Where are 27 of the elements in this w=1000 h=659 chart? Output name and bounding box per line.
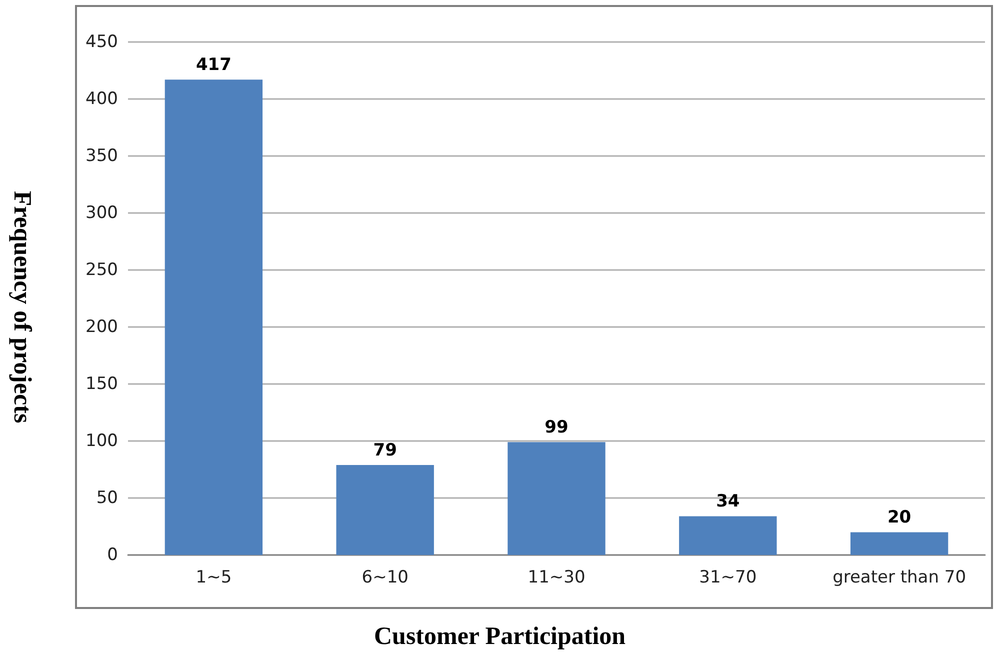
y-tick-label: 50 [96, 488, 118, 508]
bar [850, 532, 948, 555]
x-tick-label: 6~10 [362, 568, 408, 588]
x-tick-label: 11~30 [528, 568, 586, 588]
y-tick-label: 450 [86, 32, 118, 52]
y-tick-label: 0 [107, 545, 118, 565]
y-tick-label: 100 [86, 431, 118, 451]
data-label: 20 [887, 508, 912, 528]
y-tick-label: 400 [86, 89, 118, 109]
bar [164, 80, 263, 555]
data-label: 34 [716, 492, 740, 512]
x-tick-label: greater than 70 [832, 568, 966, 588]
y-tick-label: 300 [86, 203, 118, 223]
bar [336, 464, 434, 555]
y-axis-title: Frequency of projects [8, 190, 36, 424]
y-tick-label: 250 [86, 260, 118, 280]
y-tick-label: 350 [86, 146, 118, 166]
data-label: 99 [544, 418, 568, 438]
y-tick-label: 150 [86, 374, 118, 394]
x-tick-label: 1~5 [196, 568, 232, 588]
bar [508, 442, 606, 555]
x-axis-title: Customer Participation [374, 623, 626, 650]
y-tick-label: 200 [86, 317, 118, 337]
bar [679, 516, 777, 555]
data-label: 417 [196, 55, 232, 76]
data-label: 79 [373, 440, 397, 460]
x-tick-label: 31~70 [699, 568, 757, 588]
